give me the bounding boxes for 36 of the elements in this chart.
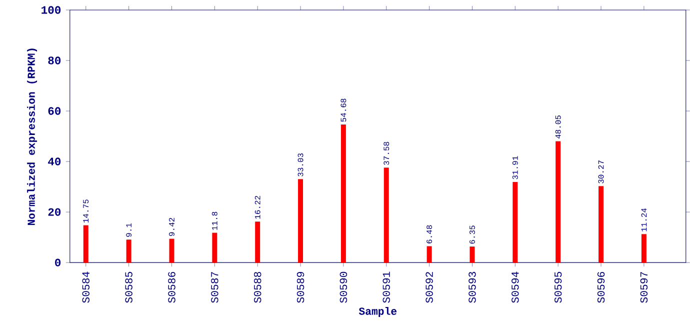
bar [169,238,174,262]
y-axis-title: Normalized expression (RPKM) [27,48,38,225]
bar [598,186,604,262]
x-tick-label: S0590 [340,272,348,303]
x-tick-label: S0593 [468,272,476,303]
bar [556,141,561,262]
x-tick-label: S0587 [211,272,218,303]
y-tick-label: 60 [48,106,61,115]
bar [255,221,260,262]
x-axis-title: Sample [358,306,397,317]
bar [83,225,88,262]
bar [426,246,432,262]
y-tick-label: 0 [55,258,61,266]
bar [212,232,218,262]
x-tick-label: S0595 [554,272,562,303]
y-tick-label: 40 [48,157,61,166]
x-tick-label: S0597 [640,272,648,303]
bar [641,234,646,262]
x-tick-label: S0588 [254,272,262,303]
y-tick-label: 100 [42,6,61,14]
x-tick-label: S0594 [512,272,519,303]
bar [470,246,475,262]
x-tick-label: S0589 [296,272,304,303]
x-tick-label: S0584 [82,272,90,303]
bar [384,167,389,262]
y-tick-label: 80 [48,56,61,64]
x-tick-label: S0585 [125,272,132,303]
x-tick-label: S0596 [597,272,605,303]
x-tick-label: S0586 [168,272,176,303]
bar [126,239,132,262]
x-tick-label: S0591 [382,272,390,303]
bar [340,124,346,262]
x-tick-label: S0592 [426,272,433,303]
bar [298,178,304,262]
bar [512,182,518,262]
y-tick-label: 20 [48,208,61,216]
